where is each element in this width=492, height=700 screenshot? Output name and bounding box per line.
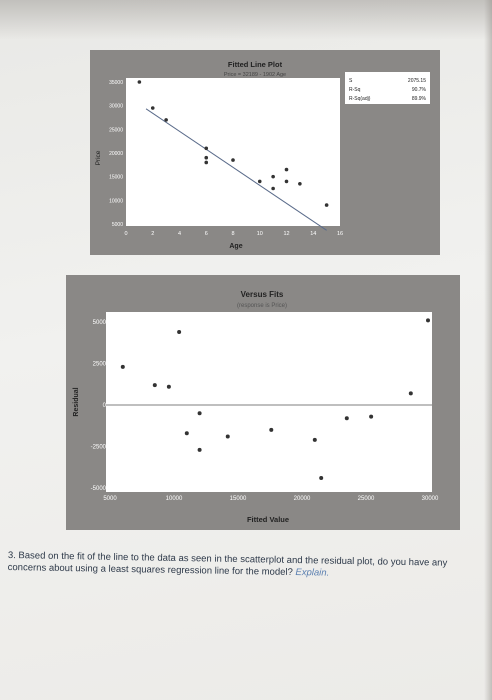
chart2-data-point	[319, 476, 324, 481]
chart1-data-point	[324, 203, 329, 207]
legend-label-rsq: R-Sq	[349, 87, 361, 93]
chart2-ylabel: Residual	[73, 387, 80, 416]
chart1-subtitle: Price = 32189 - 1902 Age	[224, 72, 286, 78]
chart2-data-point	[197, 447, 202, 452]
chart2-data-point	[426, 318, 430, 323]
chart2-data-point	[166, 384, 171, 389]
chart1-y-tick-label: 10000	[109, 198, 123, 204]
chart2-x-tick-label: 30000	[422, 496, 439, 502]
chart1-data-point	[150, 106, 155, 110]
legend-value-rsqadj: 89.9%	[412, 96, 427, 102]
chart2-data-point	[369, 414, 374, 419]
chart2-x-tick-label: 10000	[166, 496, 183, 502]
chart2-y-tick-label: -2500	[91, 445, 107, 451]
chart1-x-tick-label: 10	[257, 231, 263, 237]
chart1-data-point	[298, 181, 302, 186]
chart2-x-tick-label: 20000	[294, 496, 311, 502]
chart2-data-point	[225, 434, 230, 439]
chart1-data-point	[204, 146, 209, 151]
chart1-data-point	[231, 158, 235, 162]
chart1-x-tick-label: 8	[231, 231, 234, 237]
chart2-data-point	[408, 391, 413, 396]
chart1-y-tick-label: 5000	[112, 222, 123, 228]
page-edge	[484, 0, 492, 700]
chart2-data-point	[269, 427, 274, 432]
chart2-title: Versus Fits	[241, 290, 284, 299]
chart1-data-point	[257, 179, 262, 184]
chart1-y-tick-label: 25000	[109, 127, 123, 133]
chart2-y-tick-label: 0	[103, 403, 107, 409]
chart2-data-point	[184, 431, 189, 436]
chart1-x-tick-label: 4	[178, 231, 181, 237]
chart2-y-tick-label: 5000	[93, 320, 107, 326]
chart1-x-tick-label: 12	[283, 231, 289, 237]
chart2-x-tick-label: 15000	[230, 496, 247, 502]
chart1-x-tick-label: 2	[151, 231, 154, 237]
fitted-line-plot-area	[126, 78, 340, 226]
chart2-y-tick-label: 2500	[93, 362, 107, 368]
chart1-x-tick-label: 14	[310, 231, 316, 237]
chart2-data-point	[312, 437, 317, 442]
legend-label-s: S	[349, 78, 353, 84]
legend-value-rsq: 90.7%	[412, 87, 427, 93]
chart1-ylabel: Price	[95, 150, 102, 165]
chart2-subtitle: (response is Price)	[237, 303, 287, 309]
chart1-data-point	[164, 118, 168, 122]
question-number: 3.	[7, 550, 16, 562]
chart1-y-tick-label: 35000	[109, 80, 123, 86]
chart1-x-tick-label: 16	[337, 231, 343, 237]
chart2-y-tick-label: -5000	[91, 486, 107, 492]
legend-value-s: 2075.15	[408, 78, 426, 84]
chart2-x-tick-label: 25000	[358, 496, 375, 502]
chart1-data-point	[284, 179, 289, 184]
chart2-data-point	[120, 364, 125, 369]
chart2-data-point	[344, 416, 349, 421]
chart2-data-point	[197, 411, 202, 416]
chart1-x-tick-label: 6	[205, 231, 208, 237]
chart1-data-point	[137, 80, 142, 84]
chart2-data-point	[177, 329, 182, 334]
chart1-y-tick-label: 15000	[109, 175, 123, 181]
fitted-line-legend-box	[345, 72, 430, 104]
shadow	[0, 0, 492, 40]
chart1-xlabel: Age	[229, 243, 242, 250]
chart2-xlabel: Fitted Value	[247, 515, 289, 524]
chart1-data-point	[284, 167, 289, 172]
question-explain: Explain.	[295, 567, 330, 579]
chart1-y-tick-label: 30000	[109, 104, 123, 110]
chart1-title: Fitted Line Plot	[228, 60, 283, 69]
chart2-x-tick-label: 5000	[103, 496, 117, 502]
chart2-data-point	[152, 383, 157, 388]
chart1-data-point	[271, 174, 275, 179]
chart1-data-point	[204, 160, 209, 165]
chart1-data-point	[271, 186, 275, 191]
legend-label-rsqadj: R-Sq(adj)	[349, 96, 371, 102]
chart1-y-tick-label: 20000	[109, 151, 123, 157]
chart1-data-point	[204, 155, 209, 160]
chart1-fit-line	[145, 108, 327, 231]
versus-fits-plot-area	[106, 312, 432, 492]
chart1-x-tick-label: 0	[124, 231, 127, 237]
